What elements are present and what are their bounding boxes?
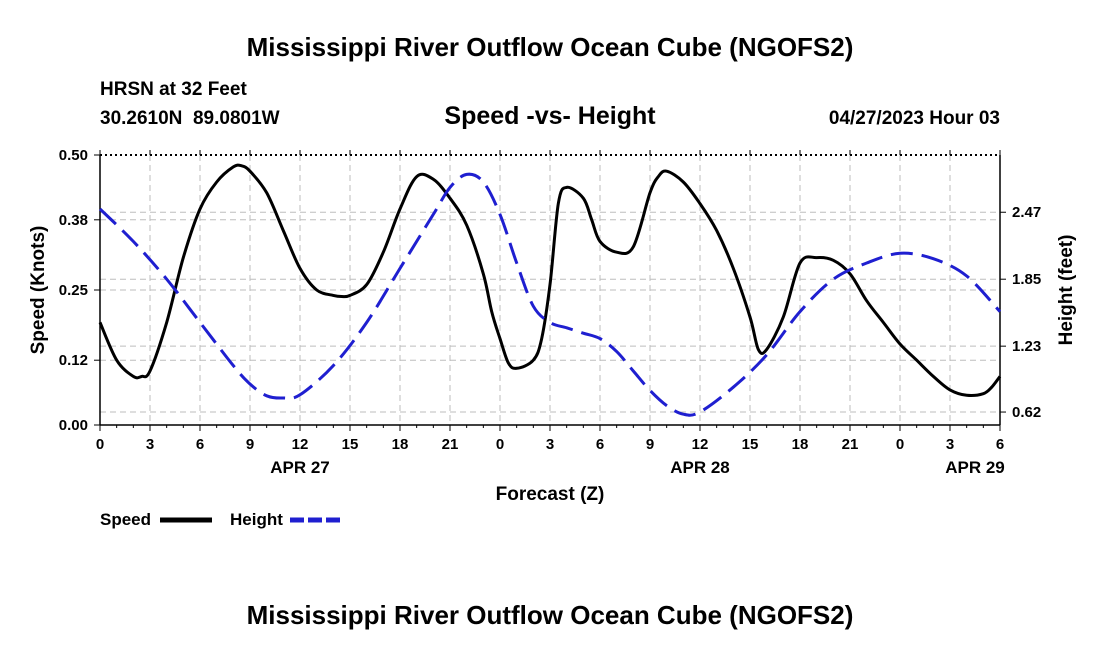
x-tick-label: 3 <box>546 436 554 453</box>
datetime-label: 04/27/2023 Hour 03 <box>829 108 1000 129</box>
grid-lines <box>100 155 1000 425</box>
x-tick-label: 3 <box>946 436 954 453</box>
location-label: 30.2610N 89.0801W <box>100 108 280 129</box>
data-series <box>98 163 1002 417</box>
footer-title: Mississippi River Outflow Ocean Cube (NG… <box>247 600 854 630</box>
x-tick-label: 3 <box>146 436 154 453</box>
x-tick-label: 0 <box>896 436 904 453</box>
date-label: APR 28 <box>670 458 730 477</box>
x-tick-label: 21 <box>442 436 459 453</box>
legend: Speed Height <box>100 510 343 529</box>
x-tick-label: 6 <box>196 436 204 453</box>
height-series-line <box>98 172 1002 417</box>
x-tick-label: 18 <box>392 436 409 453</box>
x-tick-label: 6 <box>996 436 1004 453</box>
y-left-tick-label: 0.00 <box>59 417 88 434</box>
x-axis-title: Forecast (Z) <box>496 484 605 505</box>
legend-speed-label: Speed <box>100 510 151 529</box>
y-right-tick-label: 2.47 <box>1012 204 1041 221</box>
y-axis-right-title: Height (feet) <box>1056 235 1077 346</box>
date-label: APR 27 <box>270 458 330 477</box>
y-axis-left-title: Speed (Knots) <box>28 226 49 355</box>
speed-series-line <box>98 163 1002 397</box>
x-tick-label: 21 <box>842 436 859 453</box>
chart-title: Speed -vs- Height <box>444 102 656 130</box>
y-right-tick-label: 1.23 <box>1012 338 1041 355</box>
x-tick-label: 9 <box>246 436 254 453</box>
y-left-tick-label: 0.50 <box>59 147 88 164</box>
main-title: Mississippi River Outflow Ocean Cube (NG… <box>247 32 854 62</box>
axes: 0 3 6 9 12 15 18 21 0 3 6 9 12 15 18 21 0 3 6 APR 27 APR 28 A… <box>59 147 1041 477</box>
y-left-tick-label: 0.38 <box>59 212 88 229</box>
x-tick-label: 0 <box>96 436 104 453</box>
x-tick-label: 12 <box>692 436 709 453</box>
x-tick-label: 15 <box>342 436 359 453</box>
y-left-tick-label: 0.25 <box>59 282 88 299</box>
x-tick-label: 0 <box>496 436 504 453</box>
x-tick-label: 6 <box>596 436 604 453</box>
date-label: APR 29 <box>945 458 1005 477</box>
x-tick-label: 9 <box>646 436 654 453</box>
y-left-tick-label: 0.12 <box>59 352 88 369</box>
legend-height-label: Height <box>230 510 283 529</box>
y-right-tick-label: 0.62 <box>1012 404 1041 421</box>
station-label: HRSN at 32 Feet <box>100 79 247 100</box>
x-tick-label: 18 <box>792 436 809 453</box>
x-tick-label: 15 <box>742 436 759 453</box>
y-right-tick-label: 1.85 <box>1012 271 1041 288</box>
x-tick-label: 12 <box>292 436 309 453</box>
